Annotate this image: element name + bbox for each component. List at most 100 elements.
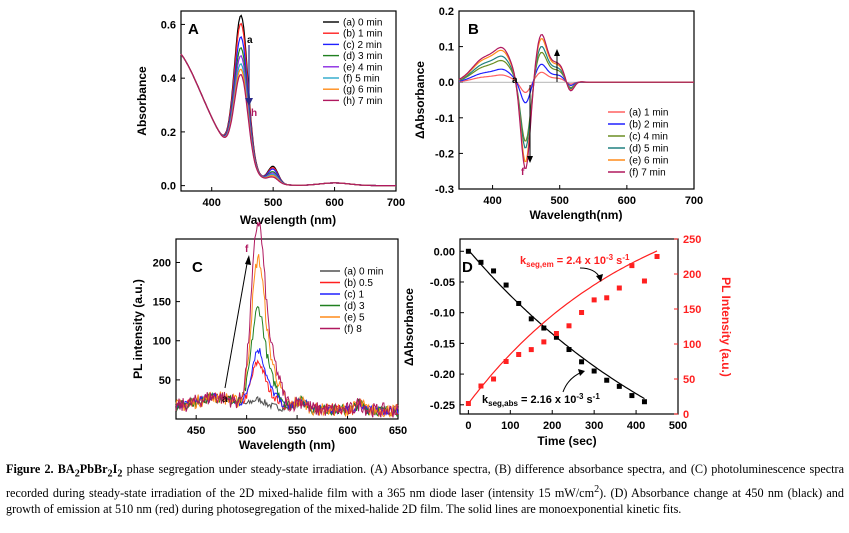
abs-data-point: [591, 368, 597, 374]
panel-d-frame: [459, 238, 679, 415]
panel-b-arrowhead-down: [527, 156, 533, 163]
abs-data-point: [566, 347, 572, 353]
caption-formula: BA2PbBr2I2: [57, 462, 123, 480]
panel-a-frame: [180, 10, 397, 192]
em-data-point: [591, 297, 597, 303]
panel-b-y-ticks: -0.3 -0.2 -0.1 0.0 0.1 0.2: [435, 6, 463, 196]
x-tick-label: 400: [483, 195, 501, 207]
x-tick-label: 0: [465, 420, 471, 432]
y-tick-label: -0.1: [435, 113, 454, 125]
panel-a-arrow-start: a: [247, 35, 253, 46]
panel-d-ylabel: ΔAbsorbance: [402, 288, 416, 366]
panel-a-xlabel: Wavelength (nm): [240, 213, 336, 227]
x-tick-label: 300: [585, 420, 603, 432]
legend-entry: (h) 7 min: [343, 96, 382, 107]
legend-entry: (b) 1 min: [343, 29, 382, 40]
x-tick-label: 500: [551, 195, 569, 207]
y-tick-label: -0.3: [435, 184, 454, 196]
panel-d-series: [465, 248, 660, 406]
legend-entry: (g) 6 min: [343, 85, 382, 96]
abs-data-point: [491, 268, 497, 274]
abs-data-point: [629, 393, 635, 399]
panel-a-y-ticks: 0.0 0.2 0.4 0.6: [161, 19, 185, 193]
x-tick-label: 100: [501, 420, 519, 432]
panel-b-ylabel: ΔAbsorbance: [413, 61, 427, 139]
em-data-point: [553, 331, 559, 336]
panel-b-frame: [458, 10, 695, 190]
panel-b-series: [458, 34, 694, 170]
x-tick-label: 650: [389, 425, 407, 437]
em-data-point: [503, 359, 509, 364]
panel-a-x-ticks: 400 500 600 700: [203, 187, 405, 209]
y2-tick-label: 150: [683, 304, 701, 316]
legend-entry: (e) 4 min: [343, 62, 382, 73]
legend-entry: (a) 1 min: [629, 108, 668, 119]
panel-c-arrowhead: [245, 255, 251, 265]
panel-b: B 400 500 600 700 -0.3 -0.2 -0.1 0.0 0.1 0.2 (a)…: [413, 6, 703, 222]
x-tick-label: 450: [187, 425, 205, 437]
panel-c-xlabel: Wavelength (nm): [239, 438, 335, 452]
figure-panels: A 400 500 600 700 0.00.20.40.6 (a) 0 min(b)…: [131, 6, 733, 452]
em-data-point: [541, 339, 547, 345]
y2-tick-label: 250: [683, 234, 701, 246]
abs-data-point: [478, 259, 484, 265]
y-tick-label: -0.05: [430, 277, 455, 289]
legend-entry: (d) 5 min: [629, 144, 668, 155]
x-tick-label: 700: [387, 197, 405, 209]
legend-entry: (f) 5 min: [343, 74, 380, 85]
y-tick-label: -0.10: [430, 308, 455, 320]
y2-tick-label: 100: [683, 339, 701, 351]
x-tick-label: 550: [288, 425, 306, 437]
x-tick-label: 500: [237, 425, 255, 437]
legend-entry: (b) 2 min: [629, 120, 668, 131]
x-tick-label: 200: [543, 420, 561, 432]
legend-entry: (a) 0 min: [343, 18, 382, 29]
x-tick-label: 700: [685, 195, 703, 207]
abs-data-point: [553, 334, 559, 340]
panel-c-arrow-start: a: [222, 394, 228, 405]
panel-d-em-pointer-head: [596, 274, 603, 282]
panel-c-arrow: [224, 257, 249, 389]
em-data-point: [478, 383, 484, 389]
legend-entry: (d) 3 min: [343, 51, 382, 62]
x-tick-label: 400: [627, 420, 645, 432]
x-tick-label: 600: [325, 197, 343, 209]
x-tick-label: 500: [264, 197, 282, 209]
abs-data-point: [641, 399, 647, 405]
panel-a-ylabel: Absorbance: [135, 66, 149, 136]
panel-a-arrowhead: [245, 98, 253, 106]
panel-a-series: [180, 14, 396, 187]
panel-d-x-ticks: 0 100 200 300 400 500: [465, 410, 687, 432]
em-data-point: [641, 278, 647, 284]
legend-entry: (b) 0.5: [344, 278, 373, 289]
series-line: [180, 53, 396, 187]
panel-d-abs-pointer: [562, 371, 583, 393]
panel-a-label: A: [188, 21, 199, 38]
y-tick-label: 200: [153, 257, 171, 269]
panel-a: A 400 500 600 700 0.0 0.2 0.4 0.6 (a) 0 min(b)…: [135, 10, 405, 227]
abs-data-point: [604, 377, 610, 383]
y-tick-label: -0.20: [430, 369, 455, 381]
panel-d-em-annotation: kseg,em = 2.4 x 10-3 s-1: [520, 253, 630, 269]
panel-b-x-ticks: 400 500 600 700: [483, 185, 703, 207]
panel-b-xlabel: Wavelength(nm): [530, 208, 623, 222]
y-tick-label: 150: [153, 297, 171, 309]
em-data-point: [629, 263, 635, 269]
panel-d-abs-annotation: kseg,abs = 2.16 x 10-3 s-1: [482, 392, 600, 408]
panel-d-label: D: [462, 259, 473, 276]
y-tick-label: -0.25: [430, 400, 455, 412]
em-data-point: [654, 254, 660, 259]
y2-tick-label: 50: [683, 374, 695, 386]
x-tick-label: 400: [203, 197, 221, 209]
legend-entry: (f) 7 min: [629, 168, 666, 179]
panel-c-frame: [175, 238, 399, 420]
y-tick-label: 0.00: [434, 246, 455, 258]
panel-b-arrow-start: a: [512, 75, 518, 86]
em-data-point: [516, 352, 522, 357]
y-tick-label: -0.15: [430, 338, 455, 350]
legend-entry: (e) 5: [344, 313, 365, 324]
y-tick-label: 50: [159, 375, 171, 387]
x-tick-label: 500: [669, 420, 687, 432]
abs-data-point: [541, 325, 547, 331]
